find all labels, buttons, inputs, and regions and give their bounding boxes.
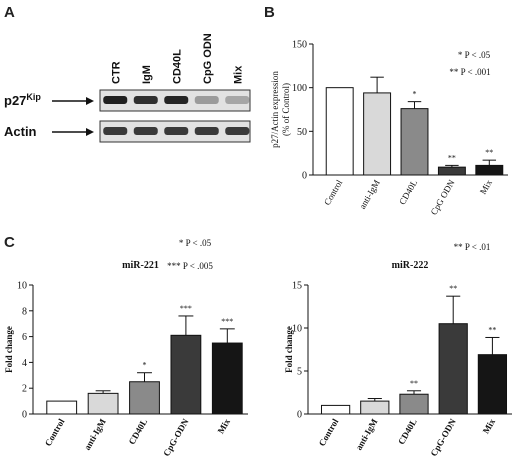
category-label: CD40L bbox=[396, 417, 419, 446]
blot-band bbox=[164, 127, 189, 135]
blot-lane-label: CTR bbox=[110, 61, 122, 84]
significance-marker: ** bbox=[448, 153, 456, 162]
y-tick-label: 50 bbox=[297, 127, 307, 138]
category-label: anti-IgM bbox=[82, 417, 108, 452]
y-tick-label: 4 bbox=[22, 358, 27, 369]
panel-c-letter: C bbox=[4, 234, 15, 251]
category-label: CpG-ODN bbox=[161, 417, 191, 458]
significance-note: ** P < .001 bbox=[449, 67, 490, 77]
y-tick-label: 5 bbox=[297, 367, 302, 378]
blot-row-superscript: Kip bbox=[26, 92, 41, 102]
bar bbox=[46, 400, 78, 415]
bar bbox=[363, 92, 392, 176]
significance-marker: ** bbox=[488, 325, 496, 334]
chart-title: miR-221 bbox=[122, 260, 159, 271]
bar bbox=[170, 334, 202, 415]
arrow-head-icon bbox=[86, 128, 94, 136]
significance-marker: * bbox=[143, 361, 147, 370]
y-axis-label: (% of Control) bbox=[281, 83, 291, 136]
bar bbox=[320, 404, 351, 415]
y-tick-label: 8 bbox=[22, 306, 27, 317]
significance-marker: * bbox=[413, 90, 417, 99]
category-label: Mix bbox=[478, 178, 494, 196]
category-label: anti-IgM bbox=[357, 178, 382, 211]
blot-band bbox=[225, 96, 250, 104]
bar bbox=[399, 393, 429, 415]
blot-band bbox=[225, 127, 250, 135]
panel-b-letter: B bbox=[264, 4, 275, 21]
significance-note: *** P < .005 bbox=[167, 261, 213, 271]
y-tick-label: 0 bbox=[302, 171, 307, 182]
blot-band bbox=[164, 96, 189, 104]
y-tick-label: 10 bbox=[17, 281, 27, 292]
blot-band bbox=[194, 127, 219, 135]
bar bbox=[211, 342, 243, 415]
category-label: CpG ODN bbox=[429, 178, 457, 217]
category-label: Mix bbox=[481, 417, 498, 436]
blot-row-label: p27Kip bbox=[4, 92, 41, 108]
blot-band bbox=[103, 127, 128, 135]
panel-c-charts: C miR-221* P < .05*** P < .0050246810Fol… bbox=[4, 234, 512, 458]
blot-band bbox=[194, 96, 219, 104]
blot-band bbox=[133, 127, 158, 135]
blot-band bbox=[103, 96, 128, 104]
bar bbox=[438, 323, 468, 415]
category-label: anti-IgM bbox=[354, 417, 380, 452]
bar bbox=[87, 392, 119, 415]
category-label: CD40L bbox=[127, 417, 150, 446]
y-axis-label: Fold change bbox=[284, 326, 294, 373]
y-tick-label: 10 bbox=[292, 324, 302, 335]
category-label: CD40L bbox=[397, 178, 419, 206]
y-tick-label: 2 bbox=[22, 384, 27, 395]
blot-band bbox=[133, 96, 158, 104]
blot-row-label: Actin bbox=[4, 124, 37, 139]
y-tick-label: 150 bbox=[292, 40, 307, 51]
category-label: Control bbox=[317, 417, 341, 448]
category-label: Control bbox=[322, 178, 345, 207]
bar bbox=[129, 381, 160, 415]
panel-a-letter: A bbox=[4, 4, 15, 21]
significance-marker: *** bbox=[221, 317, 233, 326]
bar bbox=[360, 400, 390, 415]
panel-b-chart: B * P < .05 ** P < .001 0 50 100 150 p27/Actin… bbox=[264, 4, 508, 217]
significance-marker: ** bbox=[410, 379, 418, 388]
significance-note: * P < .05 bbox=[458, 50, 491, 60]
category-label: Control bbox=[43, 417, 67, 448]
significance-marker: *** bbox=[180, 304, 192, 313]
category-label: Mix bbox=[216, 417, 233, 436]
blot-row: p27Kip bbox=[4, 89, 251, 112]
significance-marker: ** bbox=[485, 148, 493, 157]
bar bbox=[437, 166, 466, 176]
arrow-head-icon bbox=[86, 97, 94, 105]
significance-note: ** P < .01 bbox=[454, 242, 491, 252]
y-axis-label: p27/Actin expression bbox=[270, 71, 280, 148]
blot-lane-label: CD40L bbox=[171, 49, 183, 84]
panel-a-western-blot: A CTR IgM CD40L CpG ODN Mix p27Kip Actin bbox=[4, 4, 251, 143]
bar bbox=[400, 108, 429, 176]
blot-lane-label: Mix bbox=[232, 65, 244, 84]
y-tick-label: 100 bbox=[292, 83, 307, 94]
y-tick-label: 0 bbox=[297, 410, 302, 421]
category-label: CpG-ODN bbox=[429, 417, 459, 458]
chart-title: miR-222 bbox=[392, 260, 429, 271]
y-axis-label: Fold change bbox=[4, 326, 14, 373]
y-tick-label: 6 bbox=[22, 332, 27, 343]
y-tick-label: 0 bbox=[22, 410, 27, 421]
bar bbox=[477, 354, 508, 415]
blot-lane-label: IgM bbox=[141, 65, 153, 84]
blot-lane-label: CpG ODN bbox=[202, 33, 214, 84]
significance-note: * P < .05 bbox=[179, 238, 212, 248]
bar bbox=[325, 87, 354, 176]
blot-row: Actin bbox=[4, 120, 251, 143]
significance-marker: ** bbox=[449, 284, 457, 293]
y-tick-label: 15 bbox=[292, 281, 302, 292]
bar bbox=[475, 164, 504, 176]
